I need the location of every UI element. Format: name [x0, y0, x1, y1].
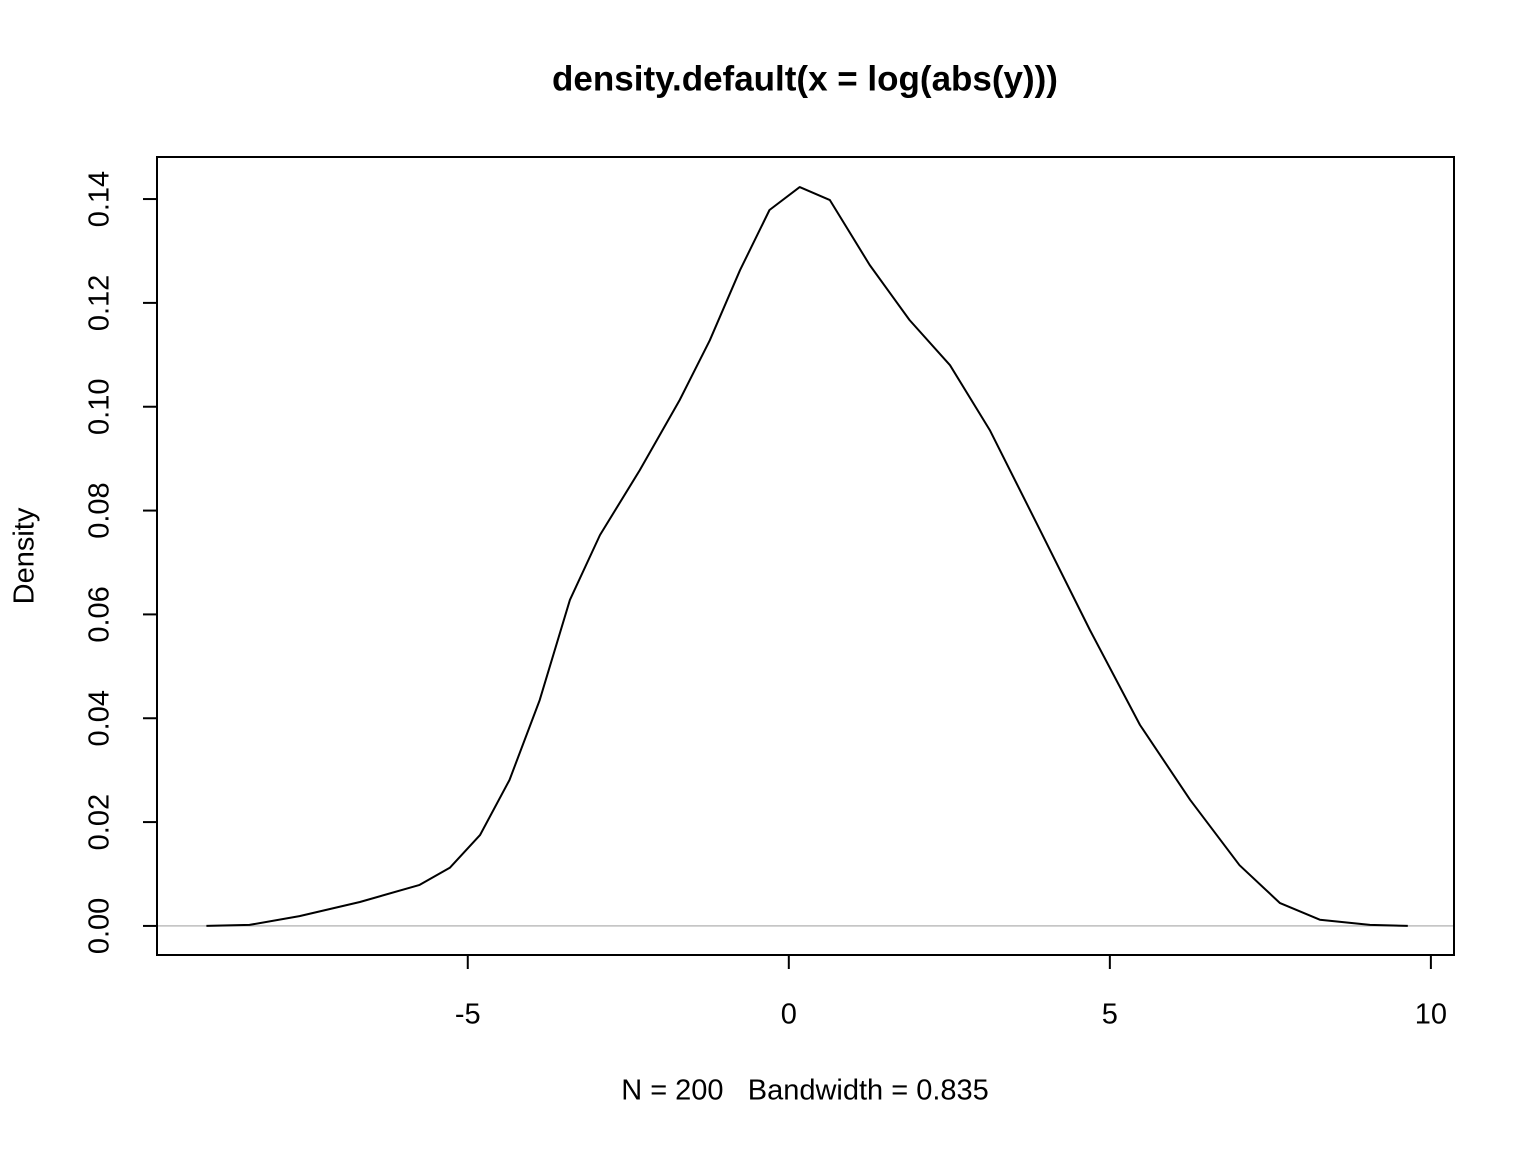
x-tick-label: 10 — [1415, 999, 1447, 1031]
y-tick-label: 0.04 — [84, 690, 116, 746]
y-tick-label: 0.08 — [84, 482, 116, 538]
y-tick-label: 0.02 — [84, 794, 116, 850]
y-tick-label: 0.10 — [84, 379, 116, 435]
x-tick-label: 5 — [1102, 999, 1118, 1031]
y-axis-label: Density — [9, 507, 41, 604]
y-tick-label: 0.06 — [84, 586, 116, 642]
chart-title: density.default(x = log(abs(y))) — [552, 59, 1058, 98]
y-tick-label: 0.00 — [84, 898, 116, 954]
density-line — [206, 186, 1408, 927]
y-tick-label: 0.14 — [84, 171, 116, 227]
x-axis-label: N = 200 Bandwidth = 0.835 — [621, 1075, 989, 1107]
x-tick-label: 0 — [781, 999, 797, 1031]
x-tick-label: -5 — [455, 999, 481, 1031]
y-tick-label: 0.12 — [84, 275, 116, 331]
